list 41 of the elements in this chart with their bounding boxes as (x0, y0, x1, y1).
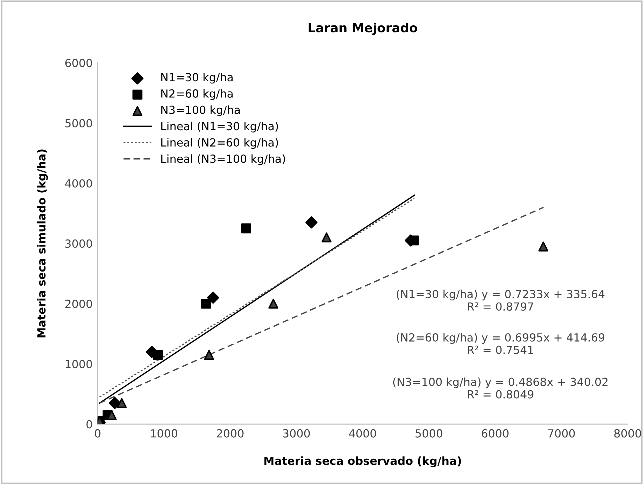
y-axis-title: Materia seca simulado (kg/ha) (37, 150, 48, 338)
point (322, 232, 332, 243)
point (207, 292, 220, 304)
legend-label: N3=100 kg/ha (162, 106, 240, 116)
chart-title: Laran Mejorado (308, 22, 418, 36)
point (268, 298, 279, 309)
point (409, 236, 420, 246)
point (241, 224, 252, 234)
annotation: (N2=60 kg/ha) y = 0.6995x + 414.69 R² = 0.7541 (397, 333, 605, 354)
point (106, 410, 117, 420)
point (201, 298, 212, 309)
annotation: (N1=30 kg/ha) y = 0.7233x + 335.64 R² = 0.8797 (397, 290, 605, 311)
legend-label: N2=60 kg/ha (162, 89, 233, 100)
y-tick-label: 2000 (66, 300, 92, 308)
x-tick-label: 8000 (614, 429, 642, 438)
y-tick-label: 0 (86, 420, 92, 429)
point (117, 398, 127, 408)
y-tick-label: 3000 (66, 240, 92, 248)
x-tick-label: 0 (95, 429, 101, 438)
x-tick-label: 7000 (548, 429, 576, 438)
x-tick-label: 5000 (416, 429, 443, 438)
x-tick-label: 6000 (482, 429, 509, 438)
legend-label: Lineal (N3=100 kg/ha) (162, 154, 286, 166)
point (204, 350, 214, 360)
y-tick-label: 4000 (65, 179, 92, 188)
point (153, 350, 164, 360)
legend-label: Lineal (N1=30 kg/ha) (162, 122, 278, 133)
x-axis-title: Materia seca observado (kg/ha) (264, 456, 462, 468)
y-tick-label: 1000 (66, 360, 92, 369)
legend-label: N1=30 kg/ha (162, 73, 233, 84)
x-tick-label: 2000 (217, 429, 244, 438)
point (108, 397, 122, 410)
y-tick-label: 5000 (66, 119, 92, 128)
y-tick-label: 6000 (66, 59, 92, 68)
point (538, 242, 549, 252)
point (306, 216, 318, 229)
annotation: (N3=100 kg/ha) y = 0.4868x + 340.02 R² = 0.8049 (393, 378, 608, 399)
x-tick-label: 1000 (151, 429, 178, 438)
x-tick-label: 3000 (283, 429, 310, 438)
legend-label: Lineal (N2=60 kg/ha) (162, 138, 278, 150)
x-tick-label: 4000 (349, 429, 376, 438)
